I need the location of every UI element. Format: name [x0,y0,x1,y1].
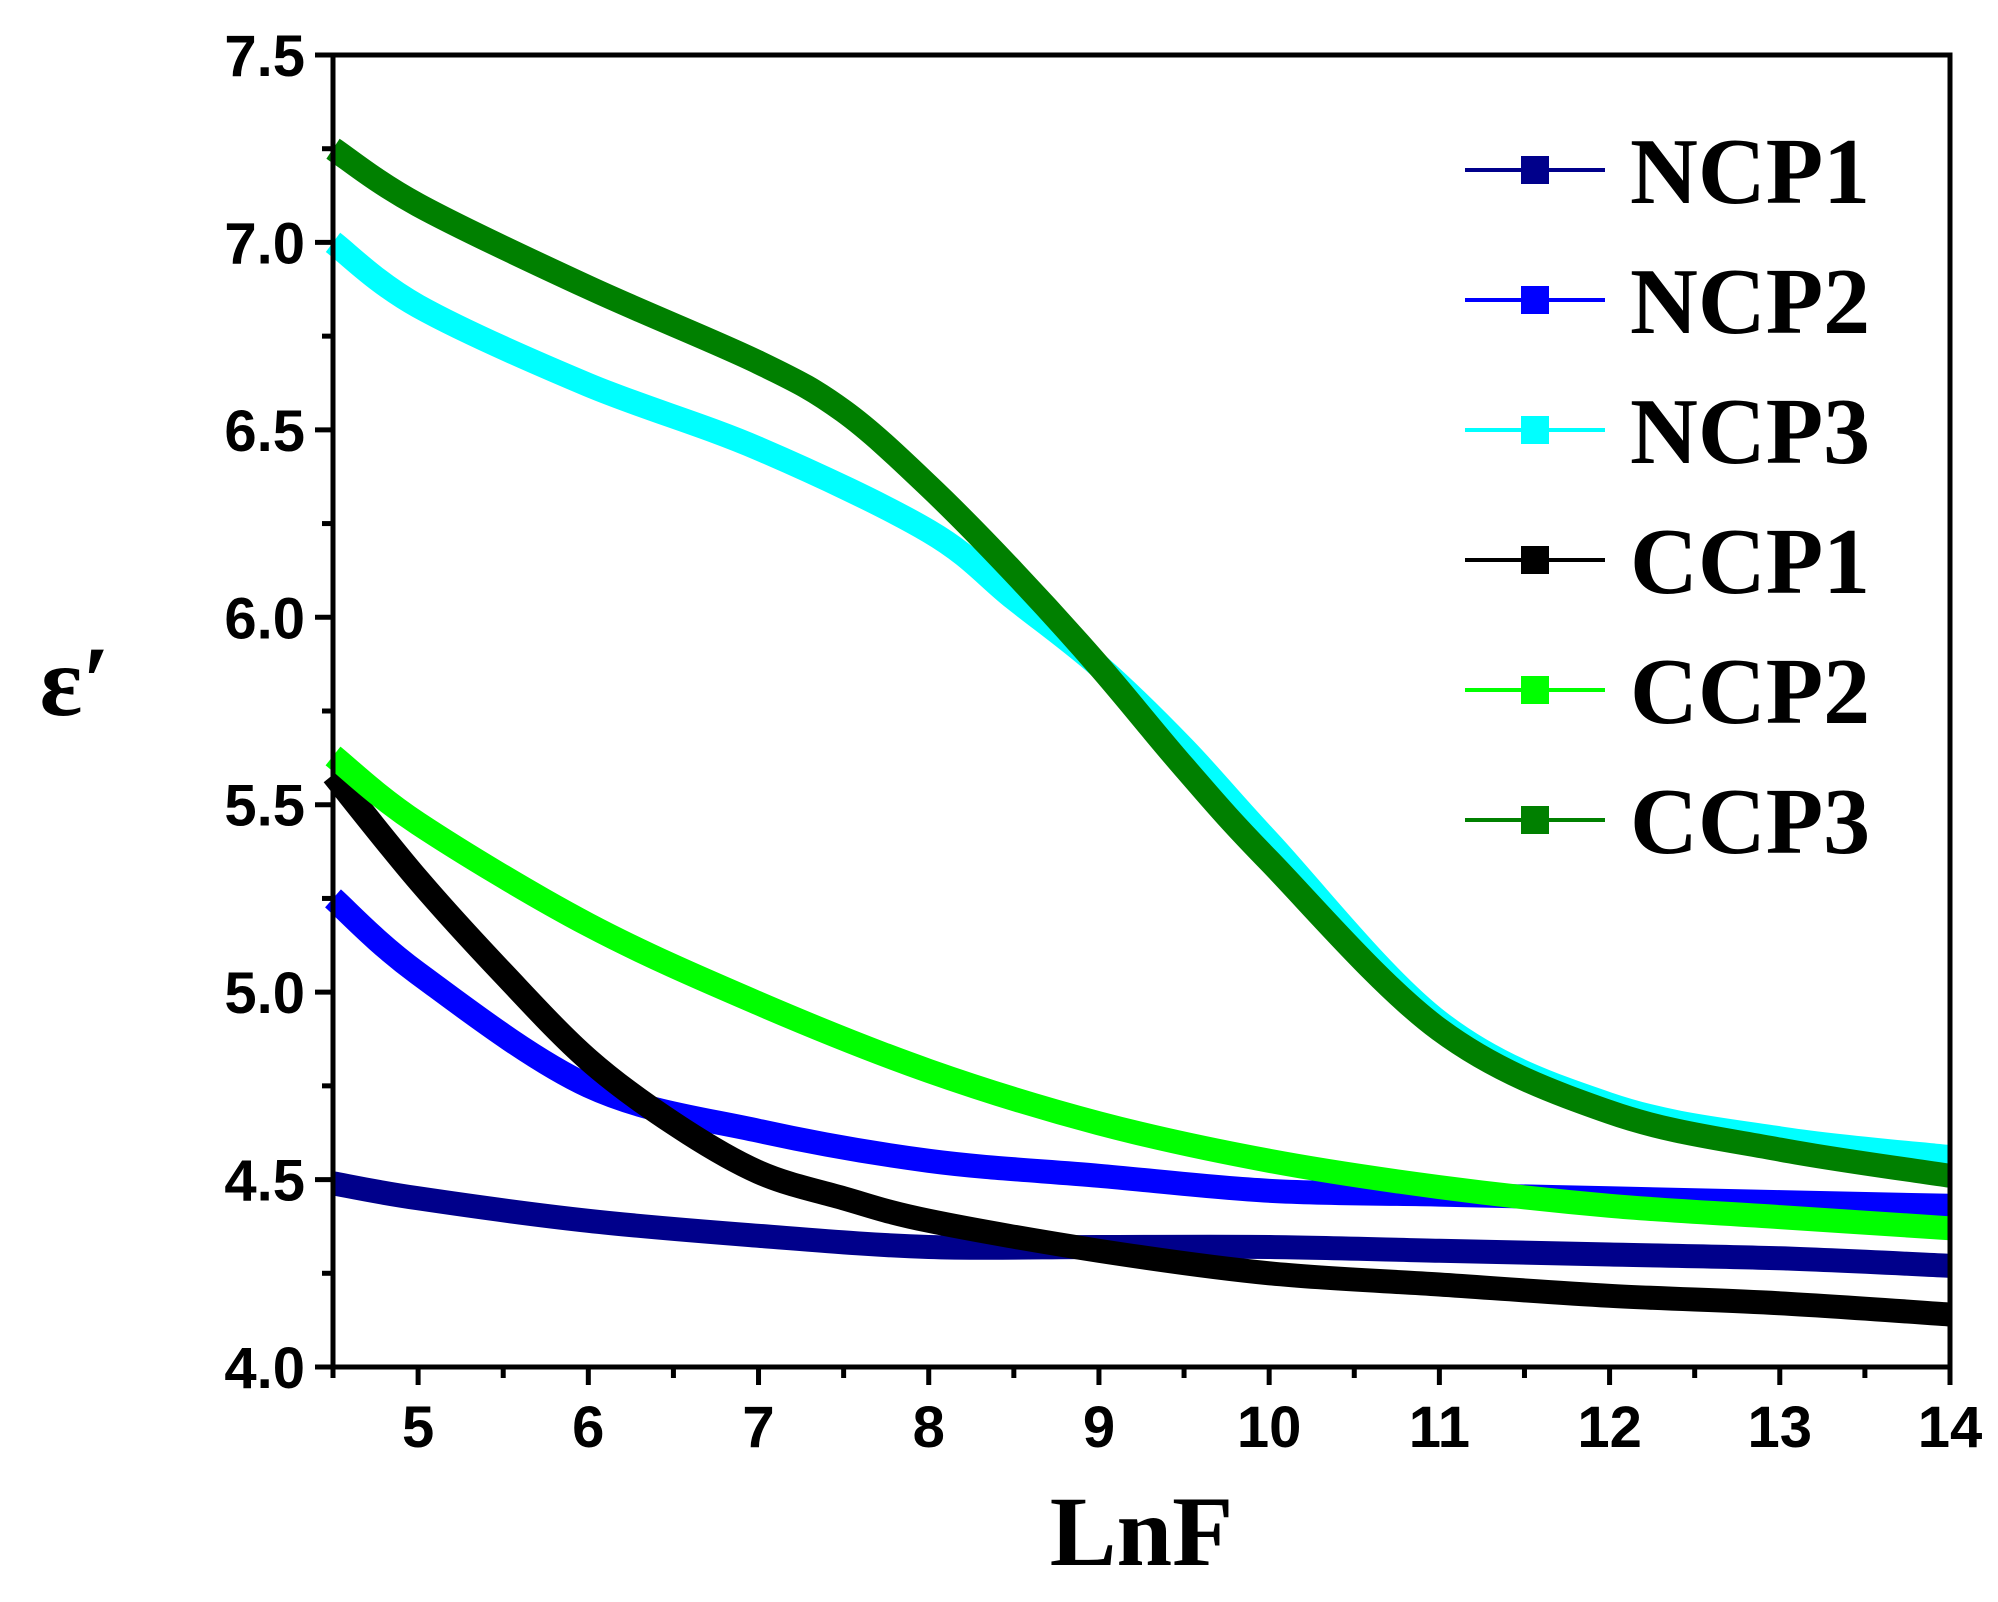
x-tick-label: 14 [1918,1395,1983,1460]
legend-marker-ncp3 [1521,416,1549,444]
x-tick-label: 8 [913,1395,945,1460]
series-layer [323,138,1952,1327]
legend-label-ccp1: CCP1 [1630,510,1870,614]
y-tick-label: 6.5 [224,399,305,464]
y-tick-label: 5.5 [224,774,305,839]
legend-marker-ccp3 [1521,806,1549,834]
label-layer: 5 6 7 8 9 10 11 12 13 14 4.0 4.5 5.0 5.5 6.0 6.5 7.0 7.5 [224,24,1982,1460]
legend-label-ccp3: CCP3 [1630,770,1870,874]
legend-label-ccp2: CCP2 [1630,640,1870,744]
x-tick-label: 7 [742,1395,774,1460]
legend-label-ncp2: NCP2 [1630,250,1870,354]
x-tick-label: 10 [1237,1395,1302,1460]
x-tick-label: 11 [1409,1395,1470,1460]
y-tick-label: 4.0 [224,1336,305,1401]
x-tick-label: 6 [572,1395,604,1460]
x-tick-label: 5 [402,1395,434,1460]
y-tick-label: 5.0 [224,961,305,1026]
series-line-ccp2 [325,746,1951,1241]
legend-marker-ncp2 [1521,286,1549,314]
tick-layer [315,52,1953,1385]
y-axis-title: ε′ [40,626,111,737]
x-tick-label: 9 [1083,1395,1115,1460]
legend-label-ncp1: NCP1 [1630,120,1870,224]
y-tick-label: 4.5 [224,1149,305,1214]
legend-marker-ncp1 [1521,156,1549,184]
x-axis-title: LnF [1050,1476,1233,1587]
y-tick-label: 7.5 [224,24,305,89]
y-tick-label: 7.0 [224,211,305,276]
x-tick-label: 12 [1577,1395,1642,1460]
legend-marker-ccp2 [1521,676,1549,704]
legend: NCP1 NCP2 NCP3 CCP1 CCP2 CCP3 [1465,120,1870,874]
legend-label-ncp3: NCP3 [1630,380,1870,484]
legend-marker-ccp1 [1521,546,1549,574]
series-line-ccp1 [323,767,1951,1327]
y-tick-label: 6.0 [224,586,305,651]
x-tick-label: 13 [1748,1395,1813,1460]
series-line-ccp3 [326,138,1952,1188]
